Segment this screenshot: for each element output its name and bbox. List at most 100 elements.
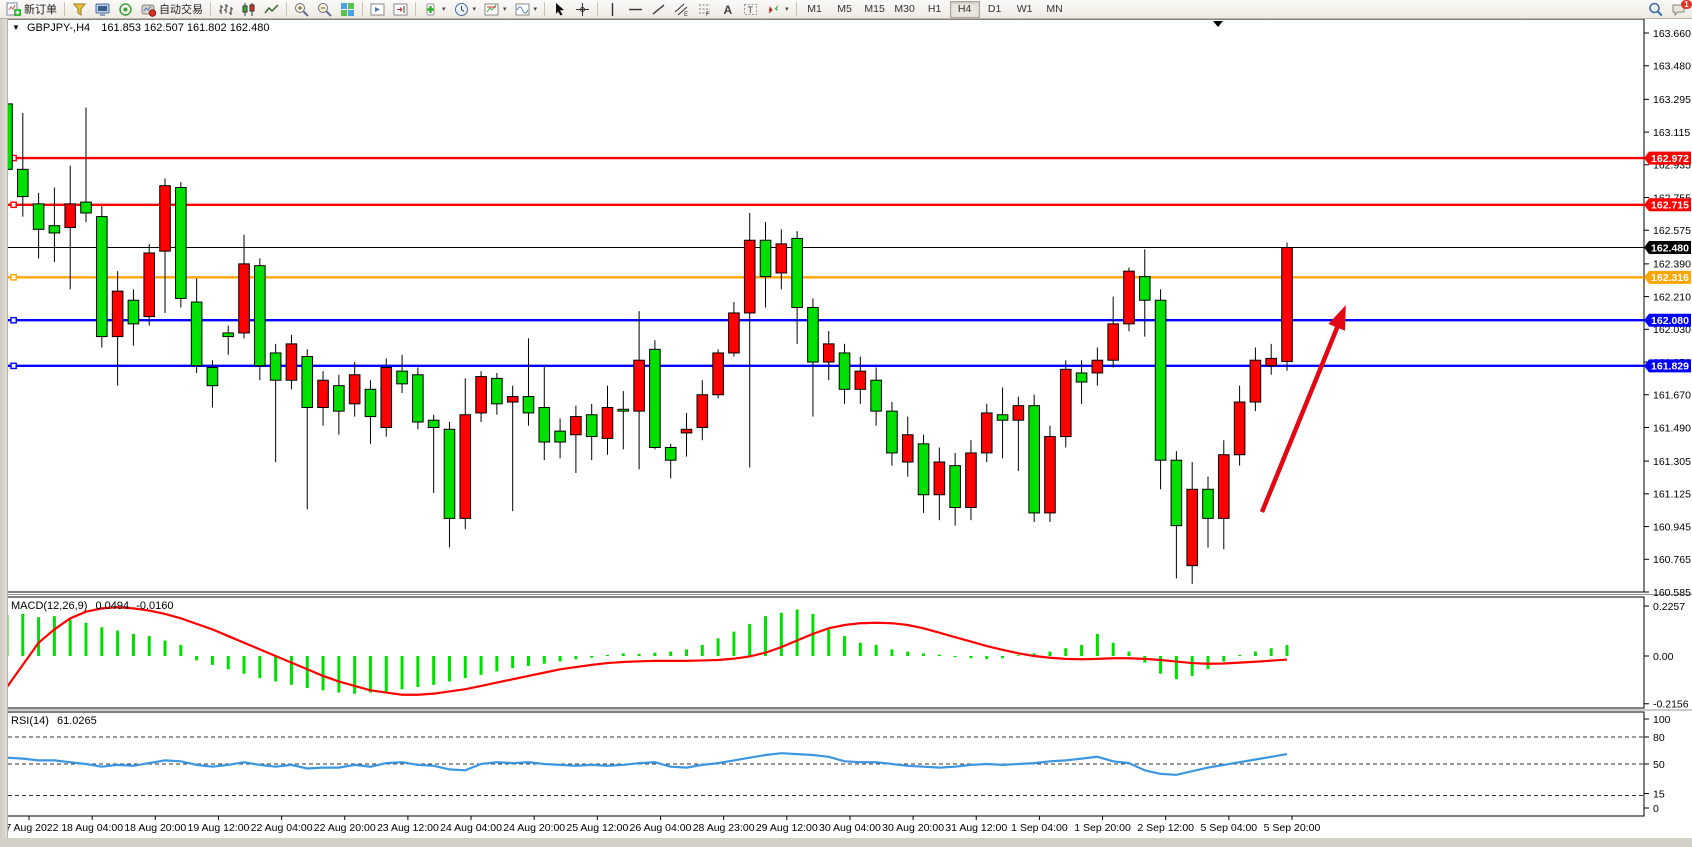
bear-candle (32, 203, 45, 230)
svg-text:A: A (724, 3, 733, 17)
timeframe-button-h4[interactable]: H4 (949, 0, 980, 18)
navigator-button[interactable] (114, 0, 137, 19)
line-handle[interactable] (10, 274, 17, 281)
bar-chart-button[interactable] (214, 0, 237, 19)
time-axis[interactable]: 17 Aug 2022 18 Aug 04:00 18 Aug 20:00 19 Au… (0, 816, 1320, 834)
candle-chart-icon (241, 2, 256, 17)
label-button[interactable]: T (739, 0, 762, 19)
indicators-button[interactable]: ▾ (419, 0, 450, 19)
timeframe-button-d1[interactable]: D1 (987, 3, 1002, 15)
arrows-button[interactable]: ▾ (762, 0, 793, 19)
pivot-line-orange[interactable] (8, 274, 1644, 281)
templates-button[interactable]: ▾ (480, 0, 511, 19)
notifications-button[interactable]: 1 (1667, 0, 1692, 19)
timeframe-button-m5[interactable]: M5 (837, 3, 852, 15)
window-bottom-edge (0, 838, 1692, 842)
bull-candle (380, 366, 393, 428)
profiles-button[interactable] (366, 0, 389, 19)
svg-text:161.829: 161.829 (1651, 361, 1689, 373)
candle-chart-button[interactable] (237, 0, 260, 19)
bear-candle (838, 352, 851, 390)
time-tick-label: 28 Aug 23:00 (693, 822, 755, 834)
bull-candle (64, 203, 77, 229)
timeframe-button-h1[interactable]: H1 (927, 3, 942, 15)
macd-signal-line (8, 606, 1288, 696)
support-line-1[interactable] (8, 316, 1644, 324)
bull-candle (696, 394, 709, 428)
new-order-button[interactable]: 新订单 (2, 0, 61, 19)
bear-candle (80, 201, 92, 214)
toolbar-separator (64, 2, 65, 16)
bear-candle (522, 396, 535, 414)
chart-window[interactable]: 163.660163.480163.295163.115162.935162.7… (0, 18, 1692, 842)
periods-button[interactable]: ▾ (450, 0, 481, 19)
timeframe-button-m30[interactable]: M30 (894, 3, 915, 15)
market-watch-button[interactable] (91, 0, 114, 19)
line-chart-button[interactable] (260, 0, 283, 19)
pivot-line-orange-price-label: 162.316 (1644, 270, 1691, 284)
crosshair-button[interactable] (571, 0, 594, 19)
price-axis[interactable]: 163.660163.480163.295163.115162.935162.7… (1644, 28, 1691, 599)
autotrading-button-label: 自动交易 (159, 4, 203, 16)
timeframe-button-m15[interactable]: M15 (864, 3, 885, 15)
search-button[interactable] (1644, 0, 1667, 19)
price-tick-label: 161.490 (1653, 422, 1691, 434)
chart-shift-marker[interactable] (1213, 21, 1223, 27)
channel-button[interactable]: E (670, 0, 693, 19)
svg-text:162.480: 162.480 (1651, 242, 1689, 254)
timeframe-button-w1[interactable]: W1 (1016, 3, 1033, 15)
rsi-value: 61.0265 (56, 715, 97, 727)
bull-candle (143, 252, 156, 318)
toolbar-separator (415, 2, 416, 16)
bear-candle (649, 348, 661, 448)
line-handle[interactable] (10, 362, 17, 370)
timeframe-button-m1[interactable]: M1 (807, 3, 822, 15)
resistance-line-2[interactable] (8, 201, 1644, 209)
cursor-button[interactable] (548, 0, 571, 19)
zoom-out-button[interactable] (313, 0, 336, 19)
fibonacci-icon: F (697, 2, 712, 17)
line-handle[interactable] (10, 201, 17, 209)
fibonacci-button[interactable]: F (693, 0, 716, 19)
auto-scroll-button[interactable] (389, 0, 412, 19)
rsi-scale-label: 80 (1653, 732, 1665, 744)
tile-windows-button[interactable] (336, 0, 359, 19)
macd-signal-value: -0.0160 (136, 600, 174, 612)
rsi-panel[interactable] (6, 711, 1645, 817)
autotrading-button[interactable]: 自动交易 (137, 0, 207, 19)
trendline-button[interactable] (647, 0, 670, 19)
resistance-line-1-price-label: 162.972 (1644, 151, 1691, 165)
trend-arrow-annotation[interactable] (1259, 305, 1346, 513)
chart-dropdown-icon[interactable]: ▼ (12, 23, 20, 32)
time-tick-label: 2 Sep 12:00 (1137, 822, 1194, 834)
zoom-in-button[interactable] (290, 0, 313, 19)
bull-candle (601, 406, 614, 439)
timeframe-button-mn[interactable]: MN (1046, 3, 1063, 15)
bar-chart-icon (218, 2, 233, 17)
indicator-list-button[interactable]: ▾ (511, 0, 542, 19)
macd-scale-label: 0.00 (1653, 651, 1674, 663)
bull-candle (1012, 405, 1025, 421)
time-tick-label: 17 Aug 2022 (0, 822, 59, 834)
text-button[interactable]: A (716, 0, 739, 19)
line-chart-icon (264, 2, 279, 17)
chart-canvas[interactable]: 163.660163.480163.295163.115162.935162.7… (0, 18, 1692, 842)
price-tick-label: 162.030 (1653, 324, 1691, 336)
line-handle[interactable] (10, 316, 17, 324)
hline-button[interactable] (624, 0, 647, 19)
bear-candle (443, 428, 456, 519)
vline-icon (605, 2, 620, 17)
bear-candle (1138, 276, 1151, 301)
bull-candle (1249, 359, 1262, 403)
bear-candle (206, 366, 219, 387)
styler-button[interactable] (68, 0, 91, 19)
rsi-scale-label: 15 (1653, 788, 1665, 800)
arrows-icon (766, 2, 781, 17)
main-price-panel[interactable] (6, 18, 1645, 593)
price-tick-label: 163.660 (1653, 28, 1691, 40)
macd-panel[interactable] (6, 596, 1645, 709)
macd-name: MACD(12,26,9) (11, 600, 88, 612)
time-tick-label: 30 Aug 04:00 (819, 822, 881, 834)
vline-button[interactable] (601, 0, 624, 19)
bull-candle (317, 379, 329, 408)
